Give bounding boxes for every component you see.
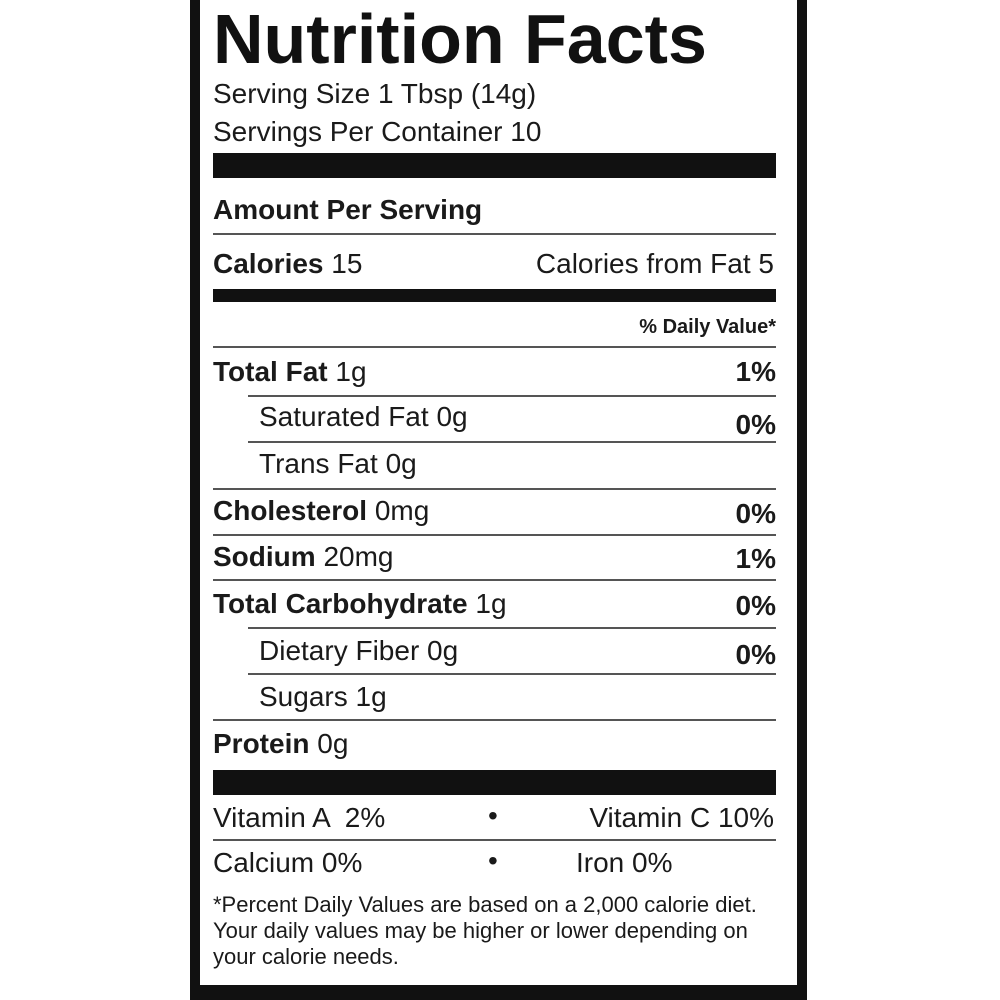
nutrient-total-fat: Total Fat 1g	[213, 356, 367, 387]
divider	[213, 534, 776, 536]
divider	[213, 839, 776, 841]
amount-per-serving: Amount Per Serving	[213, 194, 483, 225]
iron: Iron 0%	[576, 847, 673, 878]
divider	[248, 673, 776, 675]
dv-total-carbohydrate: 0%	[735, 590, 776, 621]
medium-divider	[213, 289, 776, 302]
calcium: Calcium 0%	[213, 847, 363, 878]
dv-sodium: 1%	[735, 543, 776, 574]
thick-divider	[213, 153, 776, 178]
calories-from-fat: Calories from Fat 5	[535, 248, 774, 279]
servings-per-container: Servings Per Container 10	[213, 116, 542, 147]
calories-row: Calories 15	[213, 250, 362, 278]
divider	[248, 441, 776, 443]
calories-label: Calories	[213, 248, 324, 279]
serving-size: Serving Size 1 Tbsp (14g)	[213, 78, 537, 109]
divider	[213, 233, 776, 235]
thick-divider	[213, 770, 776, 795]
divider	[248, 395, 776, 397]
nutrient-cholesterol: Cholesterol 0mg	[213, 495, 430, 526]
vitamin-c: Vitamin C 10%	[589, 802, 774, 833]
nutrient-total-carbohydrate: Total Carbohydrate 1g	[213, 588, 507, 619]
divider	[213, 346, 776, 348]
vitamin-a: Vitamin A 2%	[213, 802, 386, 833]
nutrient-saturated-fat: Saturated Fat 0g	[259, 401, 468, 432]
dv-dietary-fiber: 0%	[735, 639, 776, 670]
divider	[213, 719, 776, 721]
nutrient-dietary-fiber: Dietary Fiber 0g	[259, 635, 459, 666]
nutrient-trans-fat: Trans Fat 0g	[259, 448, 417, 479]
bullet: •	[488, 800, 498, 831]
dv-cholesterol: 0%	[735, 498, 776, 529]
dv-total-fat: 1%	[735, 356, 776, 387]
divider	[213, 579, 776, 581]
nutrient-sugars: Sugars 1g	[259, 681, 387, 712]
divider	[248, 627, 776, 629]
divider	[213, 488, 776, 490]
bullet: •	[488, 845, 498, 876]
label-title: Nutrition Facts	[213, 0, 707, 78]
daily-value-header: % Daily Value*	[639, 316, 776, 338]
footnote: *Percent Daily Values are based on a 2,0…	[213, 892, 757, 969]
dv-saturated-fat: 0%	[735, 409, 776, 440]
nutrient-protein: Protein 0g	[213, 728, 349, 759]
nutrient-sodium: Sodium 20mg	[213, 541, 394, 572]
calories-value: 15	[331, 248, 363, 279]
label-panel	[200, 0, 797, 985]
